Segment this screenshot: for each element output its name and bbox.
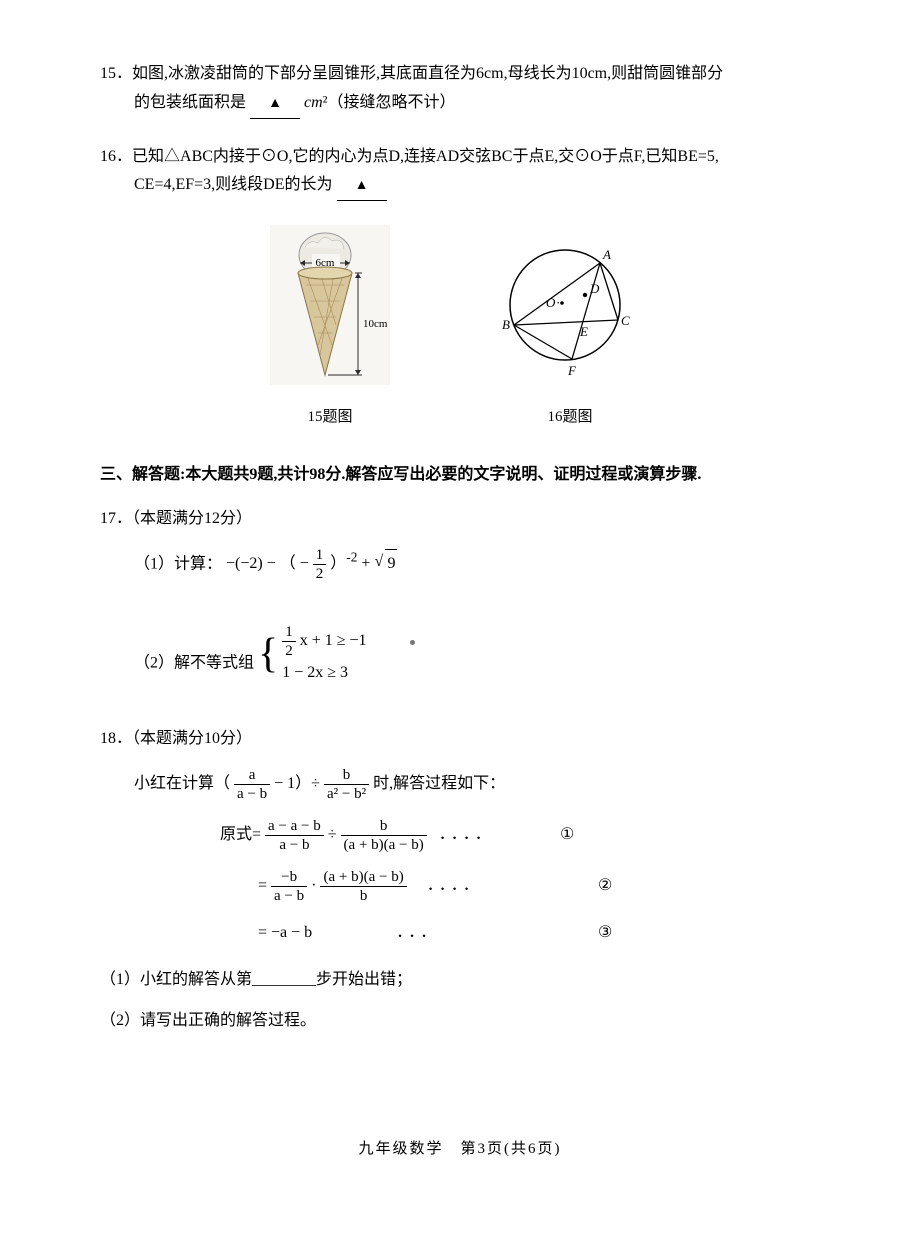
figure-16: A B C D E F O· 16题图: [490, 235, 650, 431]
svg-text:B: B: [502, 317, 510, 332]
label-10cm: 10cm: [363, 318, 388, 330]
question-15: 15．如图,冰激凌甜筒的下部分呈圆锥形,其底面直径为6cm,母线长为10cm,则…: [100, 60, 820, 119]
q18-sub2: （2）请写出正确的解答过程。: [100, 1007, 820, 1036]
q17-p1-expr: −(−2) − （ − 12 ）-2 + 9: [226, 555, 397, 572]
q15-text-b: 的包装纸面积是: [134, 94, 246, 111]
q15-text-a: 如图,冰激凌甜筒的下部分呈圆锥形,其底面直径为6cm,母线长为10cm,则甜筒圆…: [132, 65, 723, 82]
q17-num: 17．: [100, 510, 132, 527]
q18-step2: = −ba − b · (a + b)(a − b)b ．．．． ②: [220, 868, 820, 905]
q16-blank: ▲: [337, 171, 387, 201]
svg-text:E: E: [579, 324, 588, 339]
q17-part2: （2）解不等式组 { 12 x + 1 ≥ −1 1 − 2x ≥ 3: [100, 623, 820, 686]
question-18: 18．（本题满分10分） 小红在计算（ aa − b − 1）÷ ba² − b…: [100, 725, 820, 1035]
q18-num: 18．: [100, 730, 132, 747]
system-line-1: 12 x + 1 ≥ −1: [282, 623, 366, 660]
svg-text:F: F: [567, 363, 577, 378]
system-line-2: 1 − 2x ≥ 3: [282, 660, 366, 686]
q18-intro: 小红在计算（ aa − b − 1）÷ ba² − b² 时,解答过程如下：: [100, 766, 820, 803]
question-16: 16．已知△ABC内接于⊙O,它的内心为点D,连接AD交弦BC于点E,交⊙O于点…: [100, 143, 820, 202]
q16-text-b: CE=4,EF=3,则线段DE的长为: [134, 176, 333, 193]
q18-title: （本题满分10分）: [132, 730, 252, 747]
q15-num: 15．: [100, 65, 132, 82]
svg-text:C: C: [621, 313, 630, 328]
q17-p2-label: （2）解不等式组: [134, 654, 254, 671]
figure-15: 6cm 10cm 15题图: [270, 225, 390, 431]
q17-title: （本题满分12分）: [132, 510, 252, 527]
figures-row: 6cm 10cm 15题图: [100, 225, 820, 431]
page-footer: 九年级数学 第3页(共6页): [100, 1136, 820, 1163]
q18-step1: 原式= a − a − ba − b ÷ b(a + b)(a − b) ．．．…: [220, 817, 820, 854]
fig16-caption: 16题图: [490, 404, 650, 431]
section-3-header: 三、解答题:本大题共9题,共计98分.解答应写出必要的文字说明、证明过程或演算步…: [100, 461, 820, 490]
circle-diagram: A B C D E F O·: [490, 235, 650, 385]
inequality-system: { 12 x + 1 ≥ −1 1 − 2x ≥ 3: [258, 623, 367, 686]
sqrt-9: 9: [385, 549, 397, 579]
q15-blank: ▲: [250, 89, 300, 119]
q18-step3: = −a − b ．．． ③: [220, 919, 820, 948]
q16-text-a: 已知△ABC内接于⊙O,它的内心为点D,连接AD交弦BC于点E,交⊙O于点F,已…: [132, 148, 719, 165]
q16-num: 16．: [100, 148, 132, 165]
q18-sub1: （1）小红的解答从第________步开始出错；: [100, 966, 820, 995]
svg-text:O·: O·: [546, 295, 560, 310]
question-17: 17．（本题满分12分） （1）计算： −(−2) − （ − 12 ）-2 +…: [100, 505, 820, 686]
svg-text:A: A: [602, 247, 611, 262]
q18-steps: 原式= a − a − ba − b ÷ b(a + b)(a − b) ．．．…: [100, 817, 820, 948]
marker-dot: [410, 640, 415, 645]
q17-p1-label: （1）计算：: [134, 555, 222, 572]
frac-1-2: 12: [313, 546, 327, 583]
fig15-caption: 15题图: [270, 404, 390, 431]
q17-part1: （1）计算： −(−2) − （ − 12 ）-2 + 9: [100, 546, 820, 583]
q15-unit: cm²（接缝忽略不计）: [304, 94, 455, 111]
svg-text:D: D: [589, 281, 600, 296]
cone-diagram: 6cm 10cm: [270, 225, 390, 385]
